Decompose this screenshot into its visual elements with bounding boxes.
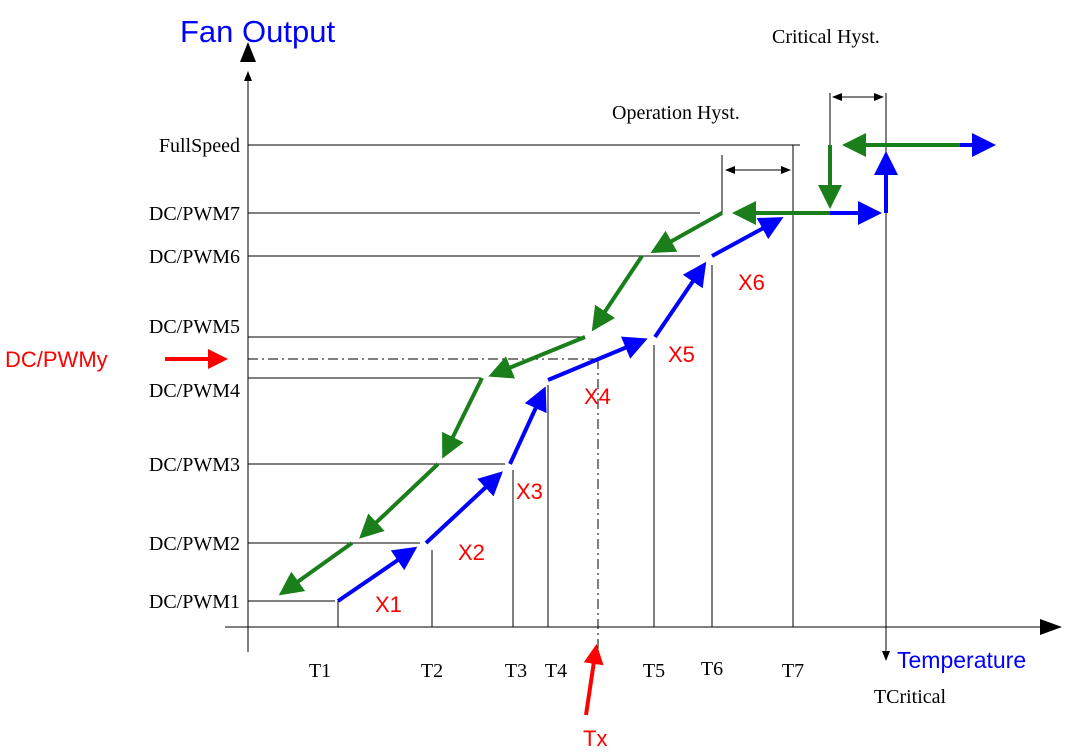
point-label: X6 [738,270,765,295]
temp-label: T5 [643,660,665,682]
point-label: X4 [584,384,611,409]
x-marker-label: Tx [583,726,607,751]
temp-label: T4 [545,660,567,682]
temp-label: T6 [701,658,723,680]
x-axis-label: Temperature [897,647,1026,673]
operation-hyst-label: Operation Hyst. [612,102,740,124]
point-label: X3 [516,479,543,504]
y-level-label: DC/PWM5 [149,316,240,338]
critical-hyst-label: Critical Hyst. [772,26,880,48]
y-level-label: DC/PWM6 [149,246,240,268]
critical-label: TCritical [874,686,947,708]
guide-lines [248,93,890,661]
marker-arrows [165,349,604,716]
temp-label: T3 [505,660,527,682]
y-level-label: DC/PWM7 [149,203,240,225]
y-level-label: FullSpeed [159,135,240,157]
y-level-label: DC/PWM1 [149,591,240,613]
y-level-label: DC/PWM2 [149,533,240,555]
temp-label: T1 [309,660,331,682]
axes [225,42,1062,652]
diagram-title: Fan Output [180,14,335,49]
point-label: X5 [668,342,695,367]
point-labels: X1 X2 X3 X4 X5 X6 [375,270,765,617]
y-level-label: DC/PWM3 [149,454,240,476]
y-marker-label: DC/PWMy [5,347,108,372]
point-label: X1 [375,592,402,617]
point-label: X2 [458,540,485,565]
falling-path [278,133,960,596]
temp-labels: T1 T2 T3 T4 T5 T6 T7 TCritical [309,658,947,708]
temp-label: T2 [421,660,443,682]
temp-label: T7 [782,660,804,682]
y-level-labels: FullSpeed DC/PWM7 DC/PWM6 DC/PWM5 DC/PWM… [149,135,240,613]
y-level-label: DC/PWM4 [149,380,240,402]
